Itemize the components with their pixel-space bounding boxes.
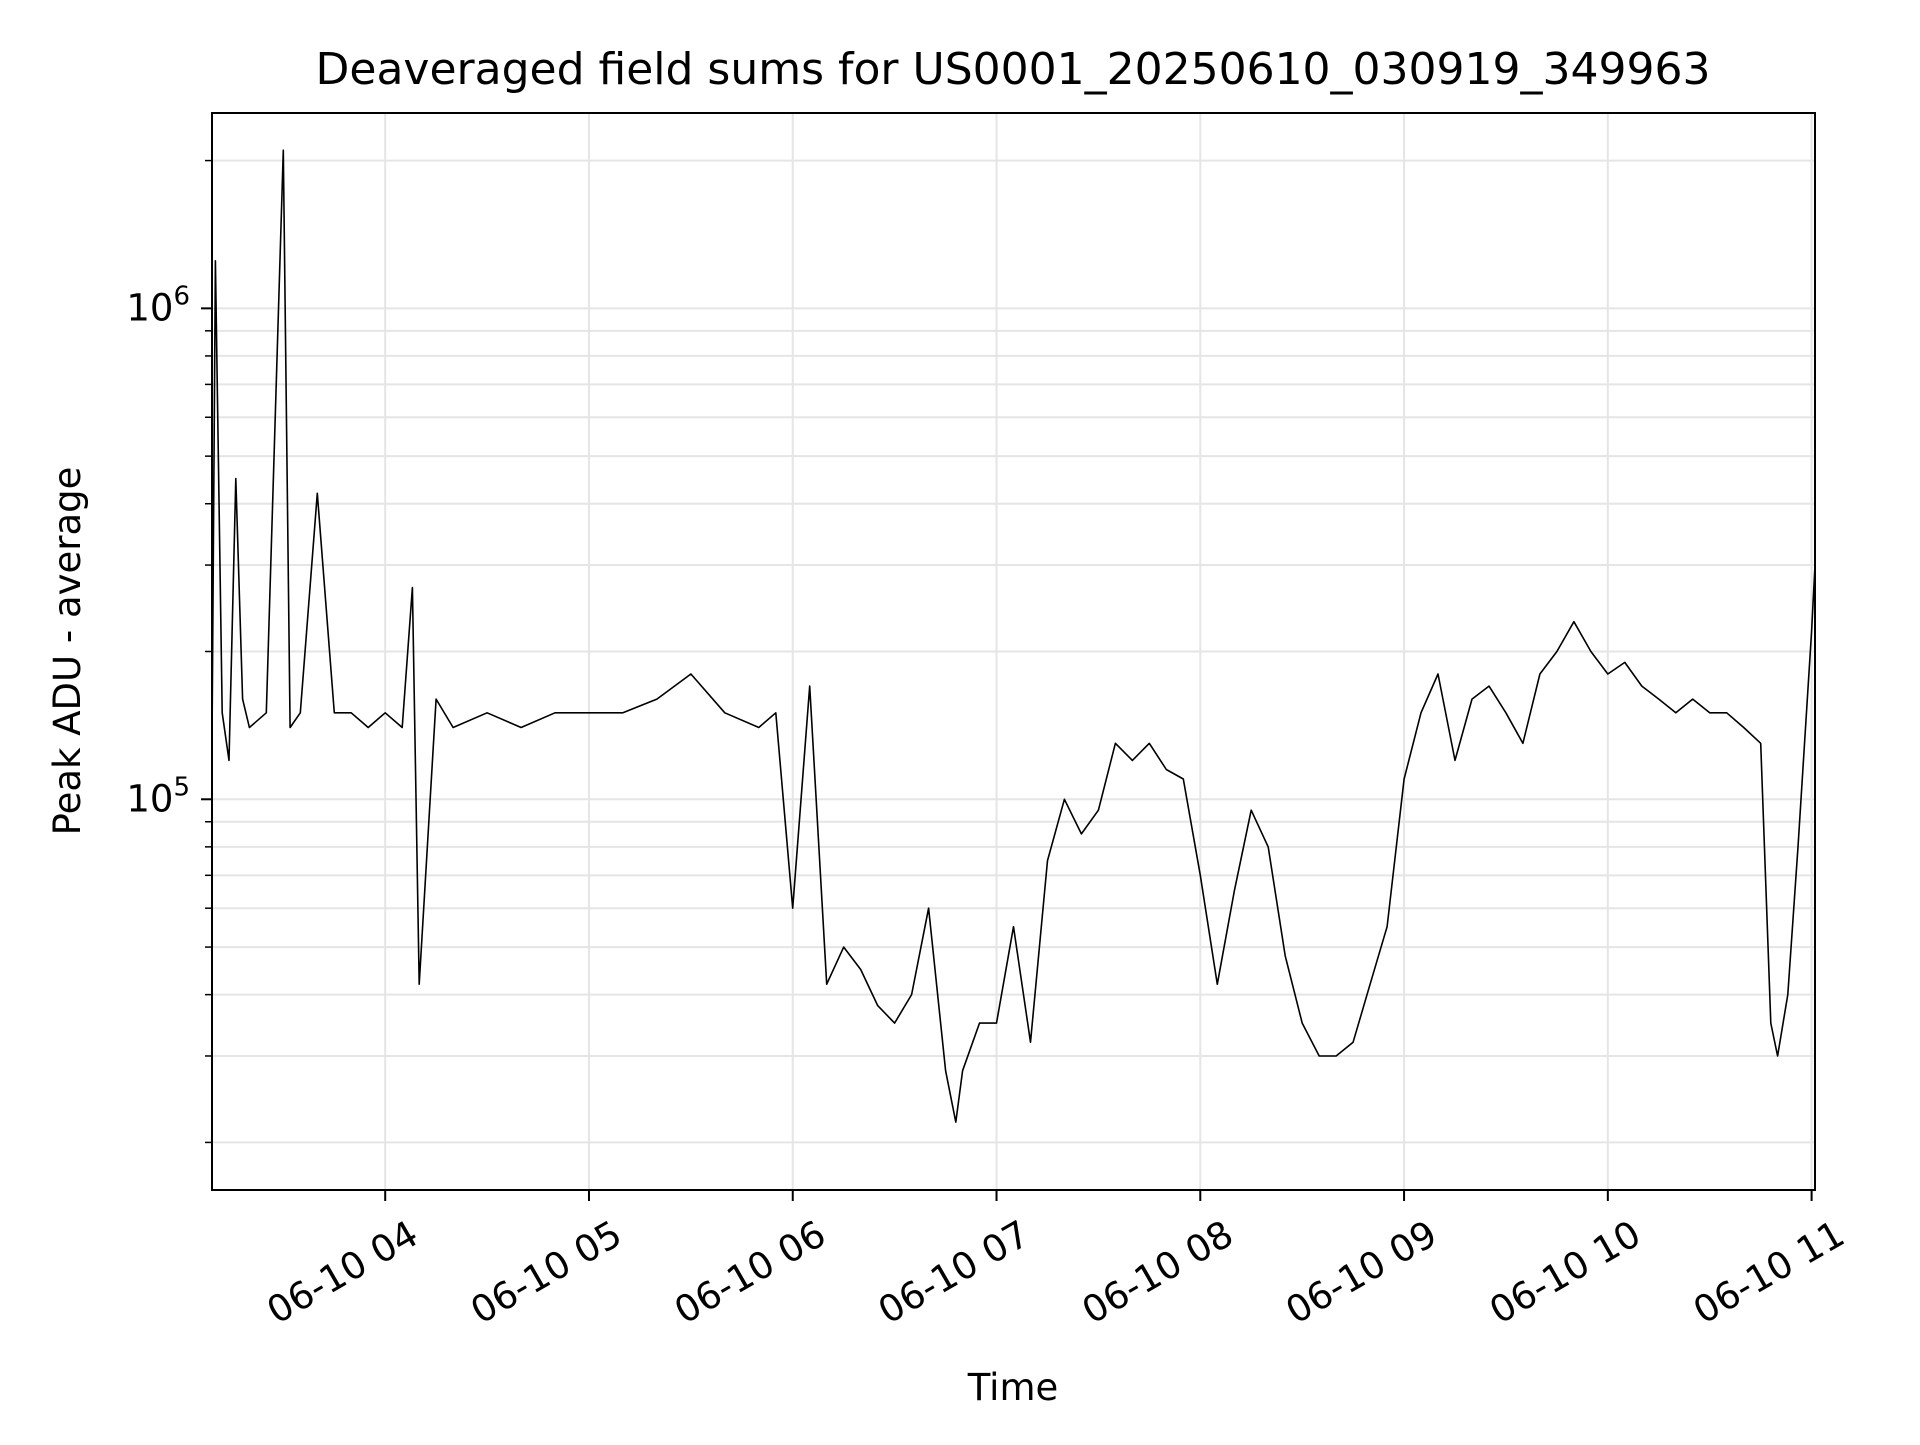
chart-title: Deaveraged field sums for US0001_2025061… bbox=[316, 44, 1711, 95]
y-tick-label-base: 10 bbox=[126, 777, 173, 820]
series-line bbox=[211, 149, 1816, 1123]
y-axis-label: Peak ADU - average bbox=[46, 467, 89, 836]
y-tick-label-base: 10 bbox=[126, 286, 173, 329]
series-layer bbox=[211, 149, 1816, 1123]
y-tick-label-exponent: 5 bbox=[173, 772, 190, 802]
y-tick-label-exponent: 6 bbox=[173, 281, 190, 311]
x-axis-label: Time bbox=[967, 1366, 1059, 1409]
y-tick-label: 106 bbox=[126, 281, 190, 329]
grid bbox=[212, 113, 1815, 1190]
y-tick-label: 105 bbox=[126, 772, 190, 820]
